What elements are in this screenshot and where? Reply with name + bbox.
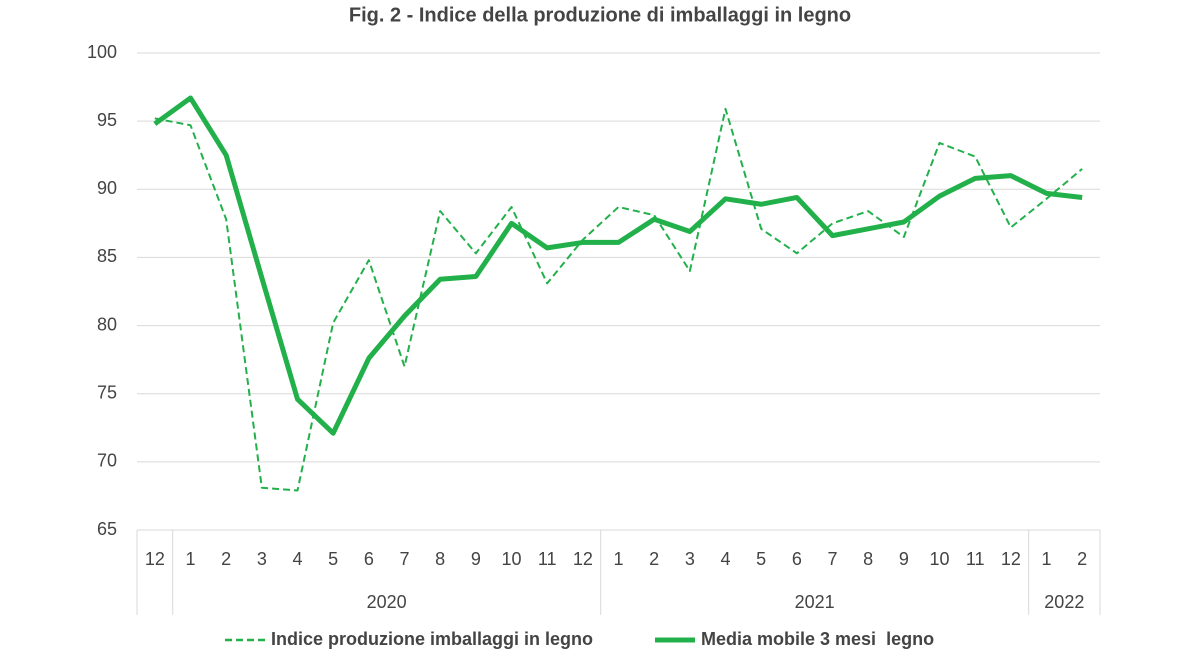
x-tick-label: 9	[899, 549, 909, 569]
y-tick-label: 95	[97, 110, 117, 130]
x-tick-label: 8	[863, 549, 873, 569]
x-tick-label: 7	[827, 549, 837, 569]
x-tick-label: 2	[221, 549, 231, 569]
x-tick-label: 6	[364, 549, 374, 569]
x-tick-label: 11	[966, 549, 985, 569]
x-tick-label: 10	[929, 549, 949, 569]
x-tick-label: 1	[1041, 549, 1051, 569]
legend-label: Indice produzione imballaggi in legno	[271, 629, 593, 649]
series-line	[153, 95, 1083, 436]
series-line	[154, 107, 1083, 492]
x-tick-label: 12	[1001, 549, 1021, 569]
x-tick-label: 2	[1077, 549, 1087, 569]
y-tick-label: 75	[97, 382, 117, 402]
y-tick-label: 70	[97, 451, 117, 471]
x-group-label: 2022	[1044, 592, 1084, 612]
x-tick-label: 4	[292, 549, 302, 569]
x-tick-label: 2	[649, 549, 659, 569]
x-tick-label: 4	[720, 549, 730, 569]
chart-title: Fig. 2 - Indice della produzione di imba…	[349, 4, 851, 26]
x-group-label: 2020	[367, 592, 407, 612]
y-tick-label: 65	[97, 519, 117, 539]
x-tick-label: 5	[756, 549, 766, 569]
y-tick-label: 90	[97, 178, 117, 198]
x-tick-label: 12	[573, 549, 593, 569]
x-tick-label: 7	[399, 549, 409, 569]
x-group-label: 2021	[795, 592, 835, 612]
x-tick-label: 1	[613, 549, 623, 569]
x-tick-label: 3	[257, 549, 267, 569]
x-tick-label: 3	[685, 549, 695, 569]
y-tick-label: 80	[97, 314, 117, 334]
x-tick-label: 1	[185, 549, 195, 569]
x-tick-label: 6	[792, 549, 802, 569]
legend-label: Media mobile 3 mesi legno	[701, 629, 934, 649]
x-tick-label: 8	[435, 549, 445, 569]
y-tick-label: 100	[87, 42, 117, 62]
x-tick-label: 10	[501, 549, 521, 569]
x-tick-label: 9	[471, 549, 481, 569]
x-tick-label: 11	[538, 549, 557, 569]
x-tick-label: 5	[328, 549, 338, 569]
y-tick-label: 85	[97, 246, 117, 266]
x-tick-label: 12	[145, 549, 165, 569]
